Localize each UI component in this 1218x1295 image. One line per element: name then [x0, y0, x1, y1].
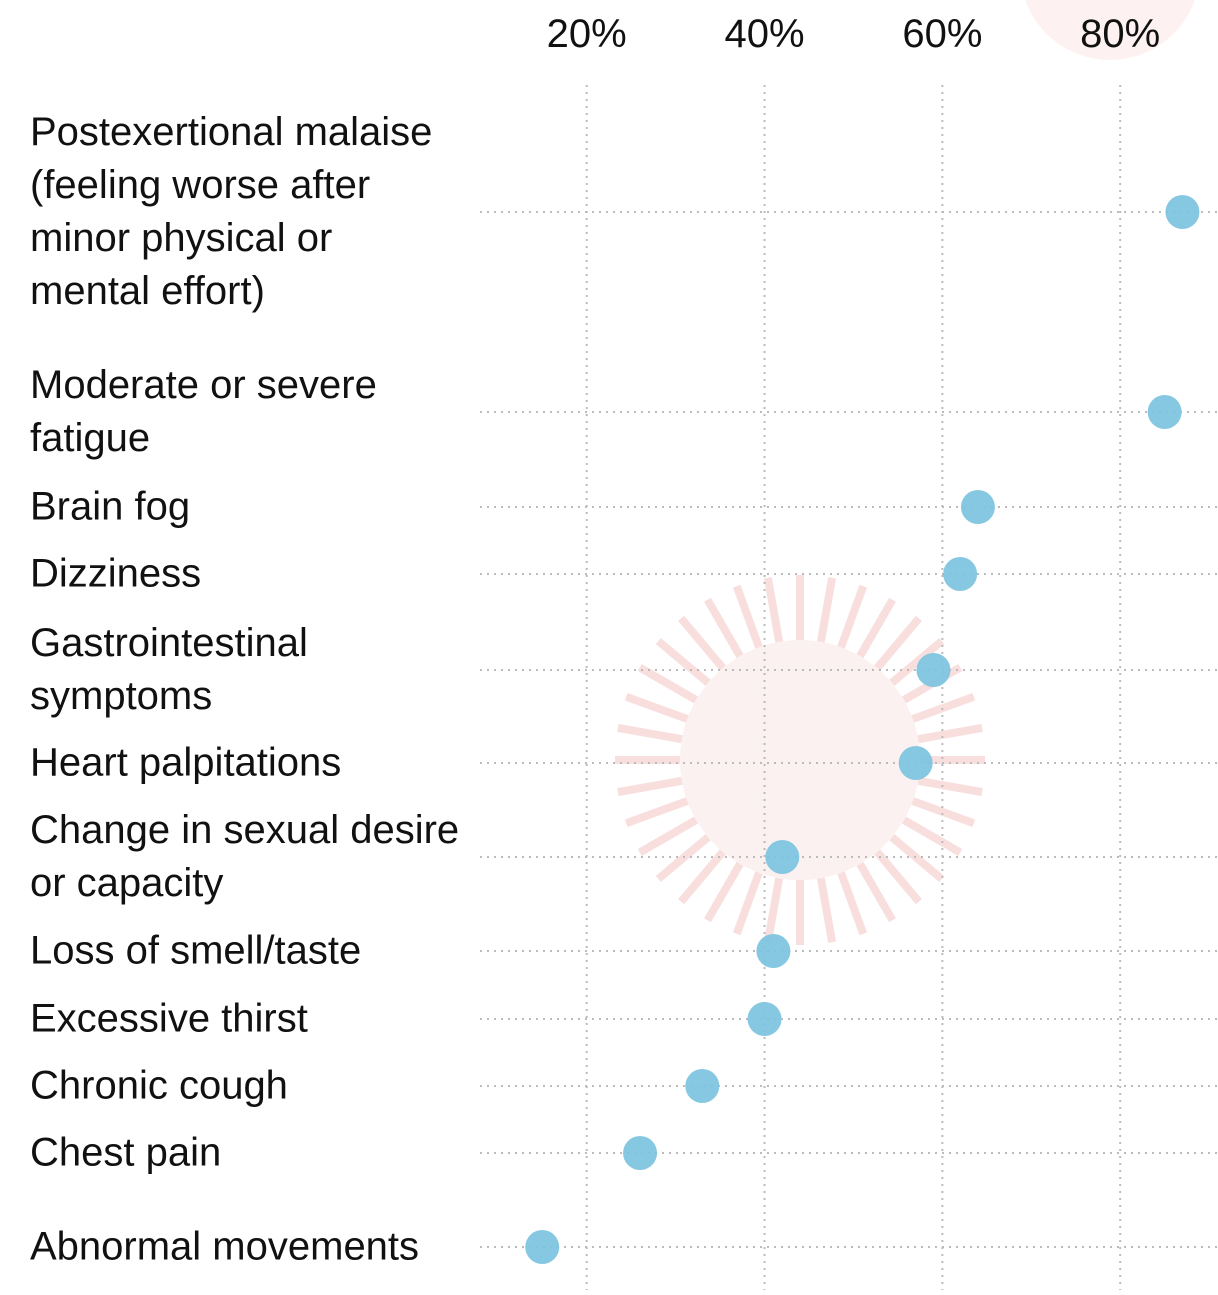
y-tick-label: Heart palpitations	[30, 740, 342, 785]
dot	[756, 934, 791, 968]
virus-spike	[763, 577, 784, 643]
x-tick-label: 80%	[1080, 12, 1161, 56]
virus-spike	[874, 849, 922, 905]
virus-spike	[704, 597, 744, 659]
y-tick-label: Loss of smell/taste	[30, 928, 362, 973]
dot	[525, 1230, 560, 1264]
virus-spike	[678, 849, 726, 905]
virus-spike	[856, 597, 896, 659]
dot	[960, 490, 995, 524]
y-tick-label: Brain fog	[30, 484, 191, 529]
virus-spike	[637, 816, 699, 856]
y-tick-label: Postexertional malaise (feeling worse af…	[30, 110, 433, 313]
dot	[1147, 395, 1182, 429]
x-tick-label: 40%	[724, 12, 805, 56]
y-tick-label: Dizziness	[30, 551, 202, 596]
dot	[747, 1002, 782, 1036]
virus-decoration	[615, 0, 1195, 945]
virus-spike	[901, 816, 963, 856]
y-tick-label: Gastrointestinal symptoms	[30, 621, 308, 718]
virus-spike	[816, 877, 837, 943]
virus-spike	[763, 877, 784, 943]
virus-spike	[856, 861, 896, 923]
virus-spike	[655, 638, 711, 686]
virus-spike	[889, 638, 945, 686]
virus-spike	[624, 797, 689, 828]
virus-spike	[911, 692, 976, 723]
virus-spike	[732, 584, 763, 649]
y-tick-label: Moderate or severe fatigue	[30, 363, 377, 460]
virus-spike	[704, 861, 744, 923]
virus-spike	[617, 776, 683, 797]
virus-spike	[911, 797, 976, 828]
y-tick-label: Abnormal movements	[30, 1224, 420, 1269]
virus-spike	[678, 615, 726, 671]
dot	[916, 653, 951, 687]
dot	[1165, 195, 1200, 229]
dot	[623, 1136, 658, 1170]
virus-spike	[917, 776, 983, 797]
y-tick-label: Change in sexual desire or capacity	[30, 808, 460, 905]
virus-spike	[837, 871, 868, 936]
dot	[685, 1069, 720, 1103]
y-tick-label: Chronic cough	[30, 1063, 288, 1108]
x-tick-label: 20%	[546, 12, 627, 56]
virus-spike	[816, 577, 837, 643]
virus-spike	[655, 834, 711, 882]
virus-spike	[874, 615, 922, 671]
virus-spike	[889, 834, 945, 882]
dot	[943, 557, 978, 591]
virus-spike	[732, 871, 763, 936]
dot	[898, 746, 933, 780]
virus-spike	[617, 723, 683, 744]
virus-spike	[637, 664, 699, 704]
y-tick-label: Excessive thirst	[30, 996, 308, 1041]
x-tick-label: 60%	[902, 12, 983, 56]
virus-spike	[624, 692, 689, 723]
virus-spike	[917, 723, 983, 744]
y-tick-label: Chest pain	[30, 1130, 222, 1175]
dot	[765, 840, 800, 874]
virus-spike	[837, 584, 868, 649]
